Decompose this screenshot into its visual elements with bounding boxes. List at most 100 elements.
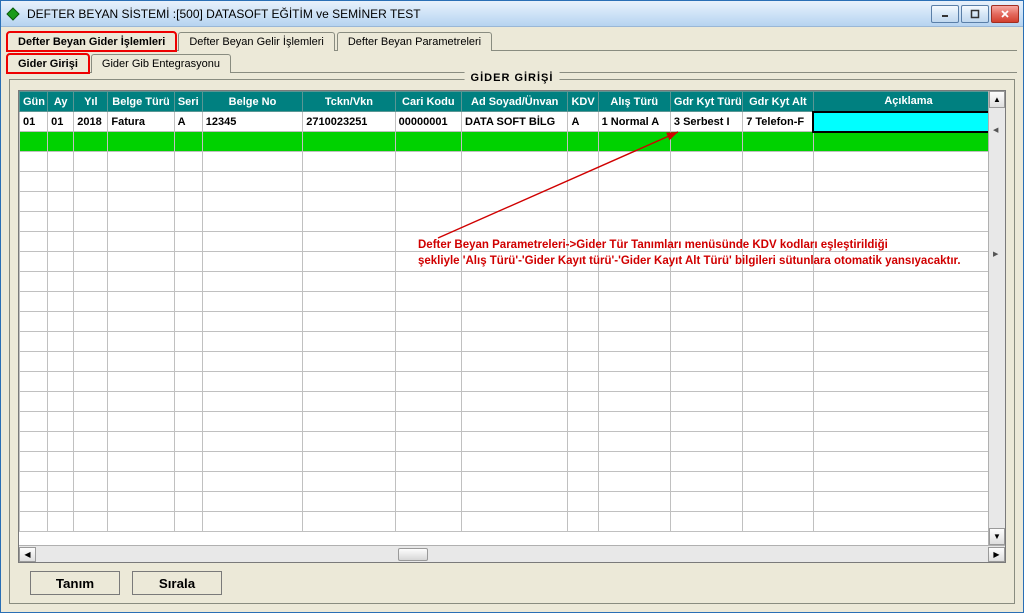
- cell-empty[interactable]: [20, 432, 48, 452]
- cell-empty[interactable]: [48, 392, 74, 412]
- cell-empty[interactable]: [743, 152, 813, 172]
- column-header[interactable]: Seri: [174, 92, 202, 112]
- cell-empty[interactable]: [670, 132, 742, 152]
- cell-empty[interactable]: [743, 432, 813, 452]
- cell-empty[interactable]: [670, 152, 742, 172]
- cell-empty[interactable]: [568, 132, 598, 152]
- cell-empty[interactable]: [813, 192, 1004, 212]
- cell-empty[interactable]: [743, 412, 813, 432]
- cell-empty[interactable]: [598, 412, 670, 432]
- cell-empty[interactable]: [395, 432, 461, 452]
- cell-empty[interactable]: [108, 472, 174, 492]
- cell-empty[interactable]: [670, 352, 742, 372]
- cell-empty[interactable]: [743, 192, 813, 212]
- cell-empty[interactable]: [202, 212, 302, 232]
- column-header[interactable]: Gün: [20, 92, 48, 112]
- cell-empty[interactable]: [74, 492, 108, 512]
- cell-empty[interactable]: [461, 412, 567, 432]
- cell-empty[interactable]: [568, 152, 598, 172]
- close-button[interactable]: [991, 5, 1019, 23]
- cell-empty[interactable]: [461, 472, 567, 492]
- cell-empty[interactable]: [461, 292, 567, 312]
- cell-tckn[interactable]: 2710023251: [303, 112, 395, 132]
- cell-empty[interactable]: [670, 212, 742, 232]
- cell-empty[interactable]: [568, 472, 598, 492]
- cell-empty[interactable]: [202, 132, 302, 152]
- cell-empty[interactable]: [813, 292, 1004, 312]
- cell-empty[interactable]: [303, 232, 395, 252]
- cell-empty[interactable]: [395, 172, 461, 192]
- cell-empty[interactable]: [174, 472, 202, 492]
- cell-empty[interactable]: [303, 352, 395, 372]
- cell-empty[interactable]: [108, 292, 174, 312]
- cell-empty[interactable]: [20, 392, 48, 412]
- cell-empty[interactable]: [813, 432, 1004, 452]
- cell-empty[interactable]: [395, 152, 461, 172]
- cell-empty[interactable]: [670, 172, 742, 192]
- cell-empty[interactable]: [743, 472, 813, 492]
- cell-empty[interactable]: [303, 172, 395, 192]
- column-header[interactable]: Cari Kodu: [395, 92, 461, 112]
- table-row[interactable]: 01012018FaturaA12345271002325100000001DA…: [20, 112, 1005, 132]
- cell-empty[interactable]: [743, 352, 813, 372]
- cell-empty[interactable]: [20, 512, 48, 532]
- cell-empty[interactable]: [461, 492, 567, 512]
- cell-empty[interactable]: [743, 272, 813, 292]
- tab-main-2[interactable]: Defter Beyan Parametreleri: [337, 32, 492, 51]
- cell-empty[interactable]: [813, 132, 1004, 152]
- cell-empty[interactable]: [174, 352, 202, 372]
- cell-empty[interactable]: [303, 192, 395, 212]
- cell-empty[interactable]: [813, 392, 1004, 412]
- cell-empty[interactable]: [20, 472, 48, 492]
- cell-empty[interactable]: [108, 392, 174, 412]
- table-row-empty[interactable]: [20, 212, 1005, 232]
- cell-empty[interactable]: [743, 492, 813, 512]
- cell-empty[interactable]: [48, 312, 74, 332]
- cell-empty[interactable]: [74, 332, 108, 352]
- table-row-empty[interactable]: [20, 332, 1005, 352]
- cell-empty[interactable]: [20, 332, 48, 352]
- cell-empty[interactable]: [395, 232, 461, 252]
- cell-empty[interactable]: [598, 432, 670, 452]
- cell-empty[interactable]: [20, 192, 48, 212]
- tab-main-0[interactable]: Defter Beyan Gider İşlemleri: [7, 32, 176, 51]
- cell-empty[interactable]: [461, 172, 567, 192]
- cell-empty[interactable]: [598, 172, 670, 192]
- cell-empty[interactable]: [670, 492, 742, 512]
- cell-empty[interactable]: [174, 432, 202, 452]
- cell-empty[interactable]: [303, 272, 395, 292]
- cell-empty[interactable]: [461, 332, 567, 352]
- cell-empty[interactable]: [743, 212, 813, 232]
- cell-empty[interactable]: [108, 152, 174, 172]
- cell-empty[interactable]: [74, 132, 108, 152]
- table-row-empty[interactable]: [20, 272, 1005, 292]
- cell-empty[interactable]: [48, 252, 74, 272]
- cell-empty[interactable]: [743, 392, 813, 412]
- cell-empty[interactable]: [202, 472, 302, 492]
- cell-empty[interactable]: [813, 512, 1004, 532]
- cell-empty[interactable]: [598, 272, 670, 292]
- cell-empty[interactable]: [303, 512, 395, 532]
- column-header[interactable]: Belge Türü: [108, 92, 174, 112]
- cell-empty[interactable]: [20, 372, 48, 392]
- cell-empty[interactable]: [174, 392, 202, 412]
- cell-empty[interactable]: [202, 192, 302, 212]
- cell-empty[interactable]: [108, 512, 174, 532]
- cell-empty[interactable]: [670, 192, 742, 212]
- cell-empty[interactable]: [743, 132, 813, 152]
- cell-empty[interactable]: [48, 272, 74, 292]
- cell-empty[interactable]: [74, 352, 108, 372]
- scroll-down-button[interactable]: ▼: [989, 528, 1005, 545]
- cell-empty[interactable]: [395, 272, 461, 292]
- cell-empty[interactable]: [108, 212, 174, 232]
- cell-empty[interactable]: [568, 412, 598, 432]
- cell-empty[interactable]: [461, 392, 567, 412]
- cell-empty[interactable]: [670, 372, 742, 392]
- cell-empty[interactable]: [303, 432, 395, 452]
- cell-empty[interactable]: [461, 192, 567, 212]
- cell-empty[interactable]: [48, 332, 74, 352]
- cell-empty[interactable]: [74, 292, 108, 312]
- table-row-empty[interactable]: [20, 312, 1005, 332]
- cell-empty[interactable]: [303, 132, 395, 152]
- cell-empty[interactable]: [303, 332, 395, 352]
